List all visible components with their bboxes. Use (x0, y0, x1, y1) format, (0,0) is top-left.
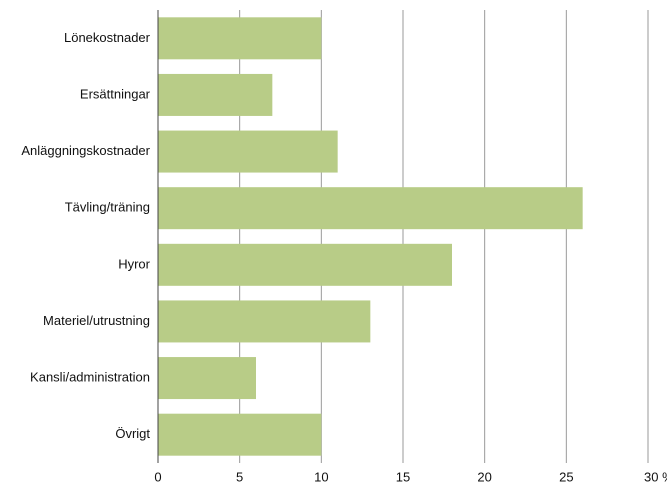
x-tick-label: 15 (396, 469, 410, 484)
y-tick-label: Ersättningar (80, 86, 151, 101)
y-tick-label: Hyror (118, 256, 150, 271)
bar (158, 187, 583, 230)
bar (158, 130, 338, 173)
x-tick-label: 25 (559, 469, 573, 484)
bar (158, 243, 452, 286)
x-tick-label: 5 (236, 469, 243, 484)
y-tick-label: Tävling/träning (65, 200, 150, 215)
y-tick-label: Anläggningskostnader (21, 143, 150, 158)
bar (158, 17, 322, 60)
bar (158, 73, 273, 116)
y-tick-label: Övrigt (115, 426, 150, 441)
bar (158, 300, 371, 343)
y-tick-label: Kansli/administration (30, 370, 150, 385)
x-tick-label: 0 (154, 469, 161, 484)
x-tick-label: 20 (477, 469, 491, 484)
x-tick-label: 30 % (644, 469, 667, 484)
bar (158, 413, 322, 456)
y-tick-label: Lönekostnader (64, 30, 151, 45)
x-tick-label: 10 (314, 469, 328, 484)
y-tick-label: Materiel/utrustning (43, 313, 150, 328)
bar (158, 357, 256, 400)
